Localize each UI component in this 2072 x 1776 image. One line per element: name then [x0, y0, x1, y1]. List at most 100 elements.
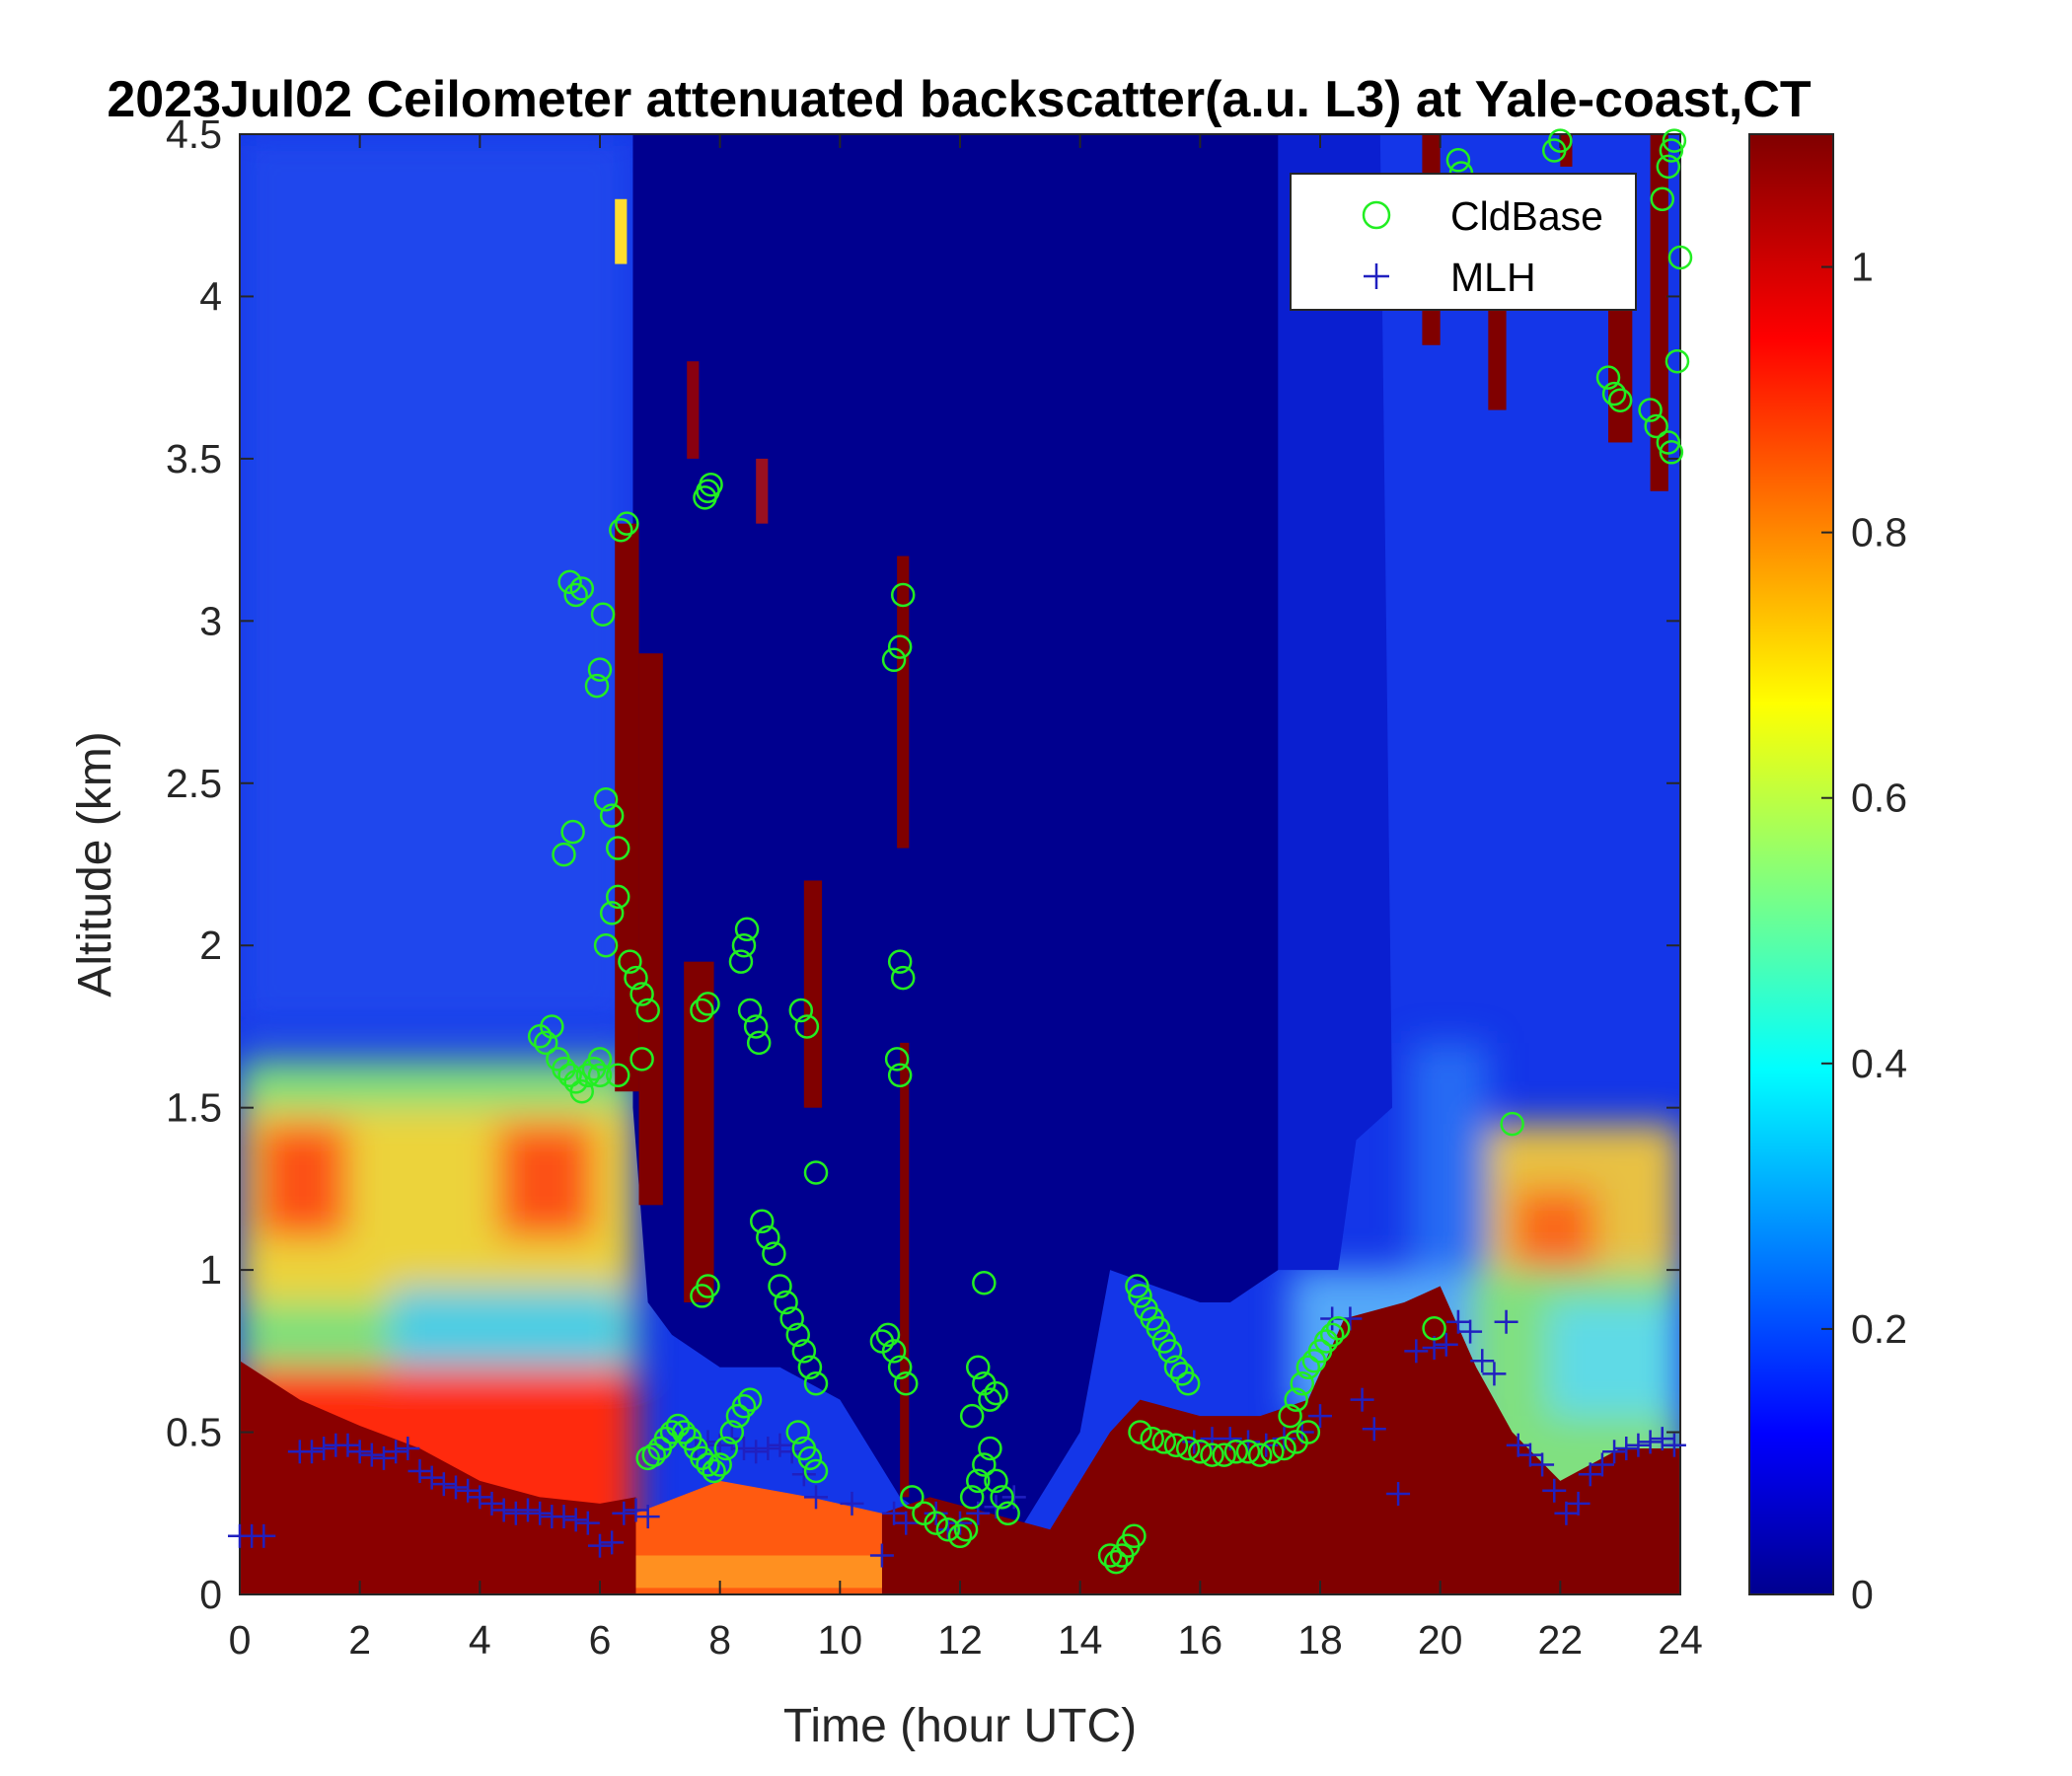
mlh-marker [300, 1440, 324, 1464]
cldbase-marker [1284, 1387, 1308, 1412]
cldbase-marker [615, 511, 639, 536]
cldbase-marker [1151, 1430, 1177, 1454]
cldbase-marker [803, 1370, 829, 1396]
cldbase-marker [557, 569, 582, 595]
colorbar-tick-label: 0.6 [1851, 776, 1907, 821]
cldbase-marker [1659, 138, 1684, 163]
cldbase-marker [731, 1393, 757, 1419]
cldbase-marker [599, 901, 625, 925]
cldbase-marker [743, 1014, 769, 1039]
x-tick-label: 0 [229, 1617, 252, 1663]
x-tick-label: 16 [1178, 1617, 1223, 1663]
cldbase-marker [1638, 398, 1663, 422]
cldbase-marker [785, 1322, 810, 1348]
mlh-marker [1650, 1427, 1674, 1451]
cldbase-marker [584, 673, 610, 699]
cldbase-marker [1125, 1274, 1149, 1298]
cldbase-marker [1650, 186, 1674, 212]
cldbase-marker [996, 1501, 1020, 1526]
y-tick-label: 1 [199, 1247, 222, 1293]
marker-layer [228, 128, 1693, 1575]
cldbase-marker [984, 1468, 1008, 1494]
cldbase-marker [1128, 1420, 1152, 1444]
cldbase-marker [959, 1485, 985, 1510]
cldbase-marker [587, 1047, 613, 1072]
cldbase-marker [890, 965, 916, 991]
cldbase-marker [1667, 245, 1693, 270]
cldbase-marker [728, 949, 754, 974]
colorbar-tick-label: 0.8 [1851, 510, 1907, 555]
cldbase-marker [1103, 1549, 1129, 1575]
cldbase-marker [947, 1523, 973, 1549]
cldbase-marker [774, 1290, 798, 1315]
legend-cldbase-marker [1362, 200, 1391, 230]
cldbase-marker [731, 932, 757, 958]
cldbase-marker [1175, 1436, 1201, 1461]
legend-mlh-label: MLH [1450, 255, 1536, 300]
cldbase-marker [593, 786, 619, 812]
heatmap-area [240, 134, 1680, 1594]
mlh-marker [744, 1440, 769, 1464]
cldbase-marker [629, 1047, 654, 1072]
mlh-marker [1638, 1430, 1663, 1454]
cldbase-marker [966, 1468, 991, 1494]
x-tick-label: 18 [1297, 1617, 1343, 1663]
cldbase-marker [696, 992, 720, 1016]
cldbase-marker [1235, 1440, 1261, 1464]
x-tick-label: 8 [708, 1617, 731, 1663]
x-tick-label: 12 [937, 1617, 983, 1663]
cldbase-marker [803, 1160, 829, 1185]
y-tick-label: 3 [199, 598, 222, 643]
cldbase-marker [779, 1306, 804, 1331]
colorbar-frame [1748, 133, 1834, 1595]
mlh-marker [552, 1505, 576, 1529]
mlh-marker [1614, 1437, 1639, 1460]
cldbase-marker [875, 1322, 901, 1348]
mlh-marker [1445, 1309, 1470, 1334]
cldbase-marker [900, 1485, 925, 1510]
mlh-marker [252, 1523, 276, 1548]
cldbase-marker [791, 1339, 817, 1364]
mlh-marker [407, 1459, 432, 1484]
cldbase-marker [1157, 1339, 1183, 1364]
cldbase-marker [884, 1047, 910, 1072]
mlh-marker [335, 1433, 360, 1457]
cldbase-marker [587, 657, 613, 682]
cldbase-marker [690, 998, 714, 1023]
cldbase-marker [606, 836, 630, 860]
cldbase-marker [1140, 1426, 1164, 1451]
mlh-marker [1404, 1339, 1429, 1364]
cldbase-marker [1290, 1370, 1314, 1396]
mlh-marker [516, 1498, 540, 1522]
mlh-marker [1566, 1491, 1591, 1516]
cldbase-marker [1422, 1316, 1446, 1341]
cldbase-marker [593, 932, 619, 958]
cldbase-marker [1662, 128, 1687, 153]
cldbase-marker [590, 602, 616, 628]
mlh-marker [444, 1475, 468, 1500]
mlh-marker [456, 1478, 481, 1503]
cldbase-marker [552, 842, 576, 867]
cldbase-marker [1223, 1440, 1249, 1464]
mlh-marker [588, 1533, 612, 1558]
cldbase-marker [1278, 1403, 1302, 1429]
cldbase-marker [575, 1063, 601, 1088]
cldbase-marker [641, 1443, 666, 1467]
y-tick-label: 2.5 [166, 761, 222, 806]
cldbase-marker [1122, 1523, 1147, 1549]
cldbase-marker [990, 1485, 1014, 1510]
cldbase-marker [1200, 1443, 1224, 1467]
colorbar-gradient [1749, 134, 1833, 1594]
cldbase-marker [1659, 440, 1684, 465]
cldbase-marker [797, 1355, 823, 1380]
mlh-marker [359, 1443, 384, 1467]
cldbase-marker [881, 647, 907, 673]
cldbase-marker [1128, 1284, 1152, 1308]
cldbase-marker [953, 1517, 979, 1542]
legend-cldbase-label: CldBase [1450, 193, 1603, 239]
cldbase-marker [978, 1387, 1002, 1412]
cldbase-marker [785, 1420, 810, 1444]
y-tick-label: 1.5 [166, 1085, 222, 1131]
y-tick-label: 4 [199, 273, 222, 319]
mlh-marker [575, 1511, 600, 1535]
